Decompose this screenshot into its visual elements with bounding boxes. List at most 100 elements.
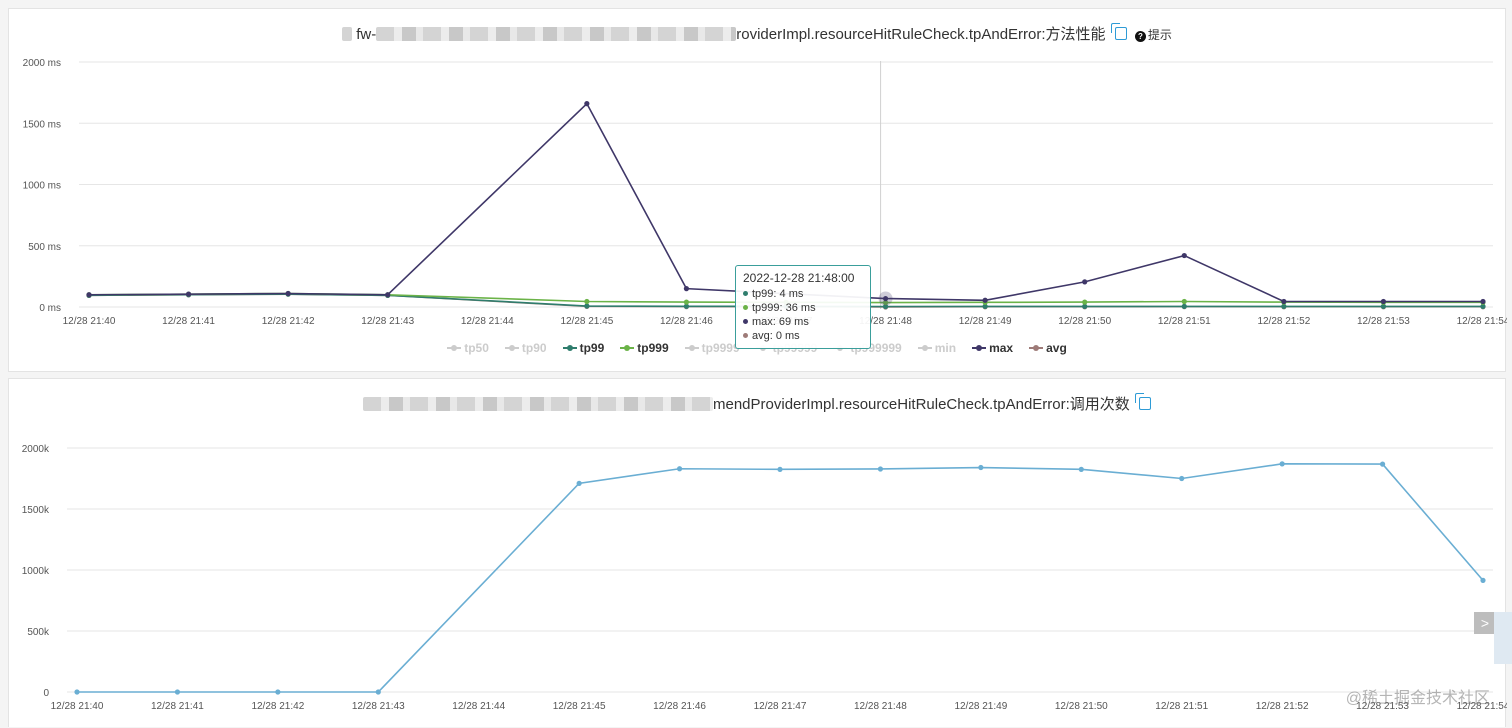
y-tick-label: 500 ms	[28, 242, 61, 253]
legend-label: tp9999	[701, 341, 740, 355]
x-tick-label: 12/28 21:46	[660, 316, 713, 327]
max-point	[1181, 252, 1187, 259]
calls-point	[174, 689, 181, 695]
copy-icon[interactable]	[1110, 23, 1127, 40]
tp99-point	[1380, 303, 1387, 309]
help-icon[interactable]: ?	[1134, 31, 1146, 42]
y-tick-label: 1000k	[22, 566, 50, 577]
calls-point	[1480, 577, 1486, 583]
calls-point	[676, 466, 683, 472]
perf-title-text: roviderImpl.resourceHitRuleCheck.tpAndEr…	[736, 26, 1106, 43]
x-tick-label: 12/28 21:48	[854, 701, 907, 712]
x-tick-label: 12/28 21:46	[653, 701, 706, 712]
copy-icon[interactable]	[1134, 393, 1151, 410]
tp99-point	[982, 303, 988, 309]
legend-label: tp90	[521, 341, 547, 355]
max-point	[882, 295, 889, 302]
x-tick-label: 12/28 21:51	[1155, 701, 1208, 712]
tp999-point	[882, 299, 889, 306]
max-point	[1380, 298, 1387, 305]
tooltip-value: tp99: 4 ms	[752, 288, 804, 300]
tp999-point	[683, 299, 690, 305]
max-point	[385, 292, 391, 298]
legend-marker	[1029, 345, 1044, 351]
legend-label: max	[989, 341, 1014, 355]
tooltip-value: tp999: 36 ms	[752, 302, 816, 314]
x-tick-label: 12/28 21:41	[151, 701, 204, 712]
tp99-point	[882, 303, 889, 310]
tp99-point	[683, 303, 690, 309]
calls-point	[1179, 475, 1185, 482]
x-tick-label: 12/28 21:51	[1158, 316, 1211, 327]
legend-marker	[447, 345, 462, 351]
legend-marker	[504, 345, 519, 351]
redacted-text	[376, 27, 737, 41]
calls-point	[576, 480, 582, 486]
x-tick-label: 12/28 21:40	[63, 316, 116, 327]
x-tick-label: 12/28 21:52	[1256, 701, 1309, 712]
x-tick-label: 12/28 21:43	[361, 316, 414, 327]
calls-point	[978, 464, 984, 471]
x-tick-label: 12/28 21:40	[51, 701, 104, 712]
x-tick-label: 12/28 21:42	[262, 316, 315, 327]
calls-point	[275, 689, 281, 695]
tooltip-row: max: 69 ms	[743, 315, 863, 329]
y-tick-label: 2000k	[22, 444, 50, 455]
calls-point	[375, 689, 381, 695]
x-tick-label: 12/28 21:52	[1257, 316, 1310, 327]
redacted-text	[342, 27, 353, 41]
tooltip-row: tp99: 4 ms	[743, 287, 863, 301]
x-tick-label: 12/28 21:43	[352, 701, 405, 712]
x-tick-label: 12/28 21:45	[553, 701, 606, 712]
tooltip-row: tp999: 36 ms	[743, 301, 863, 315]
tp99-point	[1181, 303, 1187, 309]
tooltip-value: max: 69 ms	[752, 316, 809, 328]
x-tick-label: 12/28 21:41	[162, 316, 215, 327]
legend-label: tp99	[579, 341, 605, 355]
legend-item-tp90[interactable]: tp90	[504, 341, 547, 355]
legend-item-tp50[interactable]: tp50	[447, 341, 489, 355]
legend-label: tp50	[464, 341, 489, 355]
calls-point	[877, 466, 884, 472]
x-tick-label: 12/28 21:53	[1357, 316, 1410, 327]
tp999-point	[1181, 298, 1187, 305]
x-tick-label: 12/28 21:48	[859, 316, 912, 327]
x-tick-label: 12/28 21:54	[1457, 701, 1507, 712]
perf-title: fw-roviderImpl.resourceHitRuleCheck.tpAn…	[9, 23, 1505, 44]
perf-panel: fw-roviderImpl.resourceHitRuleCheck.tpAn…	[8, 8, 1507, 372]
x-tick-label: 12/28 21:49	[954, 701, 1007, 712]
calls-series-line	[77, 463, 1484, 693]
legend-marker	[620, 345, 635, 351]
max-point	[1281, 298, 1287, 305]
y-tick-label: 2000 ms	[23, 58, 61, 69]
tooltip-value: avg: 0 ms	[752, 330, 800, 342]
legend-label: avg	[1046, 341, 1067, 355]
tooltip-dot	[743, 333, 748, 338]
calls-chart: 0 500k 1000k 1500k 2000k 12/28 21:40 12/28 21:…	[22, 444, 1507, 712]
hint-label[interactable]: 提示	[1147, 28, 1172, 42]
legend-marker	[684, 345, 699, 351]
y-tick-label: 0	[43, 688, 49, 699]
legend-item-avg[interactable]: avg	[1029, 341, 1067, 355]
max-point	[1082, 279, 1088, 285]
x-tick-label: 12/28 21:42	[251, 701, 304, 712]
legend-item-min[interactable]: min	[917, 341, 957, 355]
tp999-point	[1082, 299, 1088, 305]
legend-item-tp99[interactable]: tp99	[562, 341, 605, 355]
tp99-point	[1480, 303, 1486, 309]
legend-marker	[972, 345, 987, 351]
max-point	[982, 297, 988, 303]
legend-item-tp9999[interactable]: tp9999	[684, 341, 740, 355]
legend-marker	[917, 345, 932, 351]
tooltip-dot	[743, 291, 748, 296]
redacted-text	[363, 397, 713, 411]
legend-label: min	[934, 341, 957, 355]
legend-label: tp999	[637, 341, 669, 355]
tooltip-header: 2022-12-28 21:48:00	[743, 271, 855, 285]
legend-item-tp999[interactable]: tp999	[620, 341, 669, 355]
expand-sidebar-button[interactable]: >	[1474, 612, 1496, 634]
tooltip-dot	[743, 305, 748, 310]
legend-item-max[interactable]: max	[972, 341, 1013, 355]
avatar[interactable]	[1494, 612, 1512, 664]
max-point	[1480, 298, 1486, 305]
